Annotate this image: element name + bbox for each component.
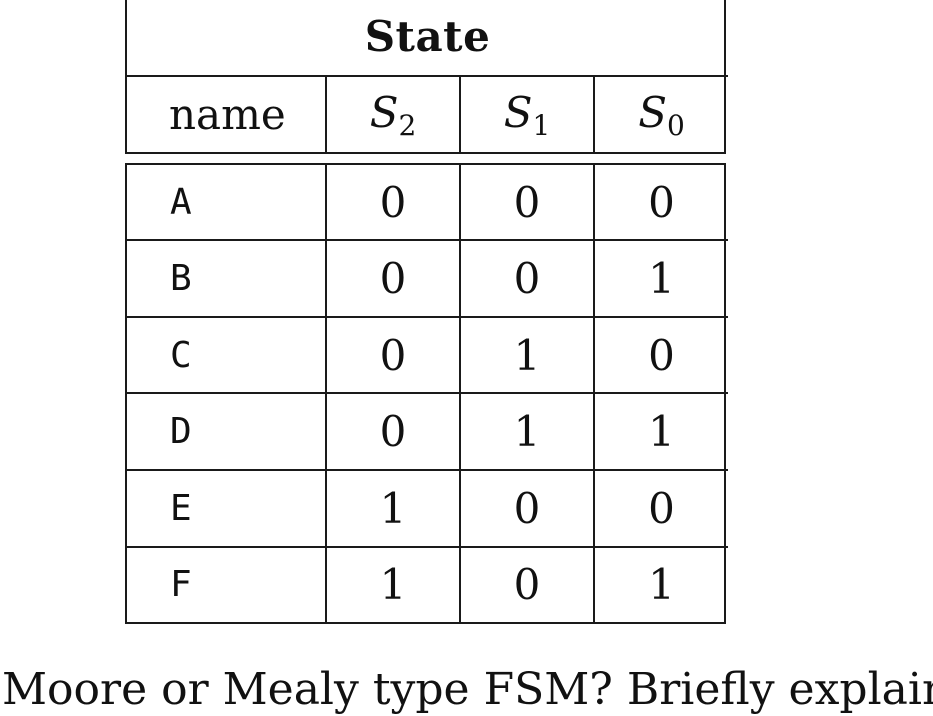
s2-cell: 0: [325, 165, 461, 242]
table-row: E 1 0 0: [127, 469, 728, 548]
s0-cell: 1: [593, 545, 728, 622]
s0-cell: 0: [593, 315, 728, 395]
state-encoding-table: A 0 0 0 B 0 0 1 C 0 1 0 D 0 1 1 E 1 0 0: [127, 165, 728, 622]
column-header-s1: S1: [459, 75, 595, 152]
table-row: C 0 1 0: [127, 315, 728, 395]
table-title: State: [127, 0, 729, 77]
state-table-body: A 0 0 0 B 0 0 1 C 0 1 0 D 0 1 1 E 1 0 0: [125, 163, 728, 624]
s1-cell: 1: [459, 392, 595, 472]
state-name-cell: A: [127, 165, 327, 242]
state-header-table: State name S2 S1 S0: [127, 0, 729, 152]
s2-cell: 0: [325, 315, 461, 395]
state-name-cell: F: [127, 545, 327, 622]
s2-cell: 0: [325, 239, 461, 318]
state-name-cell: C: [127, 315, 327, 395]
state-var-s1: S1: [503, 87, 551, 142]
s1-cell: 0: [459, 239, 595, 318]
s2-cell: 1: [325, 469, 461, 548]
state-var-s2: S2: [369, 87, 417, 142]
state-name-cell: D: [127, 392, 327, 472]
s1-cell: 0: [459, 165, 595, 242]
s0-cell: 0: [593, 469, 728, 548]
column-header-name: name: [127, 75, 327, 152]
s2-cell: 1: [325, 545, 461, 622]
state-var-s0: S0: [638, 87, 685, 142]
s0-cell: 1: [593, 239, 728, 318]
table-row: F 1 0 1: [127, 545, 728, 622]
s1-cell: 0: [459, 545, 595, 622]
s0-cell: 0: [593, 165, 728, 242]
s1-cell: 1: [459, 315, 595, 395]
state-table-header: State name S2 S1 S0: [125, 0, 729, 154]
table-row: B 0 0 1: [127, 239, 728, 318]
state-name-cell: B: [127, 239, 327, 318]
table-row: D 0 1 1: [127, 392, 728, 472]
s1-cell: 0: [459, 469, 595, 548]
s2-cell: 0: [325, 392, 461, 472]
s0-cell: 1: [593, 392, 728, 472]
state-name-cell: E: [127, 469, 327, 548]
column-header-s0: S0: [592, 75, 729, 152]
table-row: A 0 0 0: [127, 165, 728, 242]
question-text: Moore or Mealy type FSM? Briefly explain…: [2, 664, 933, 715]
column-header-s2: S2: [325, 75, 461, 152]
